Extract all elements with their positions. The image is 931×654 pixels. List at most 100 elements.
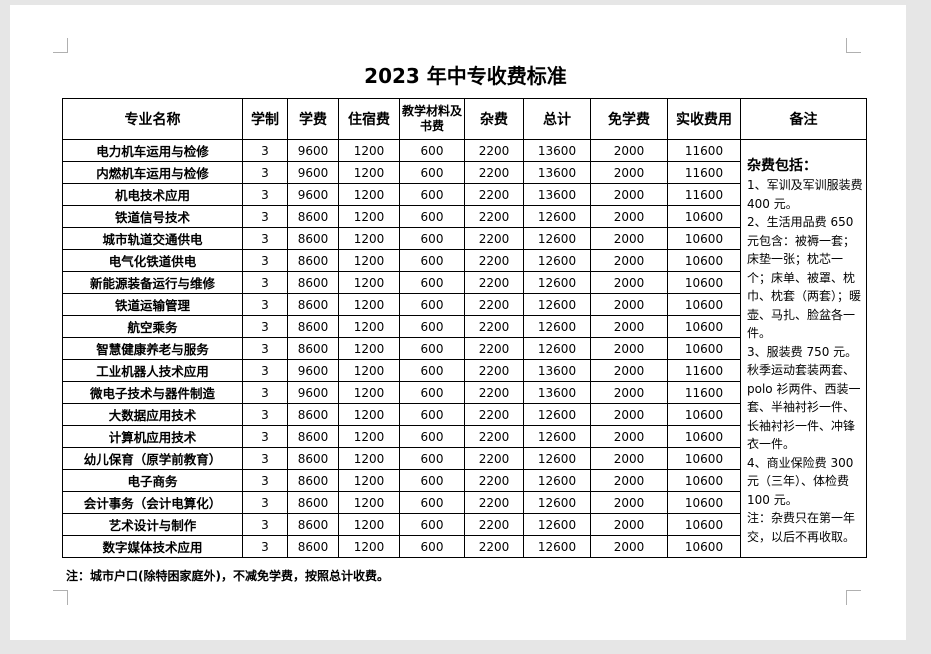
materials-cell: 600 (399, 425, 465, 448)
actual-fee-cell: 10600 (667, 227, 741, 250)
exemption-cell: 2000 (590, 403, 668, 426)
duration-cell: 3 (242, 425, 288, 448)
accommodation-cell: 1200 (338, 513, 400, 536)
major-name-cell: 机电技术应用 (62, 183, 243, 206)
document-title: 2023 年中专收费标准 (364, 64, 567, 88)
misc-fee-cell: 2200 (464, 227, 524, 250)
table-row: 工业机器人技术应用 3 9600 1200 600 2200 13600 2000 11600 (62, 359, 867, 382)
table-row: 微电子技术与器件制造 3 9600 1200 600 2200 13600 2000 11600 (62, 381, 867, 404)
actual-fee-cell: 10600 (667, 403, 741, 426)
total-cell: 12600 (523, 271, 591, 294)
actual-fee-cell: 11600 (667, 381, 741, 404)
total-cell: 12600 (523, 491, 591, 514)
header-tuition: 学费 (287, 98, 339, 140)
duration-cell: 3 (242, 469, 288, 492)
misc-fee-cell: 2200 (464, 425, 524, 448)
tuition-cell: 8600 (287, 535, 339, 558)
actual-fee-cell: 10600 (667, 271, 741, 294)
tuition-cell: 8600 (287, 227, 339, 250)
misc-fee-cell: 2200 (464, 315, 524, 338)
total-cell: 12600 (523, 337, 591, 360)
tuition-cell: 9600 (287, 381, 339, 404)
accommodation-cell: 1200 (338, 403, 400, 426)
accommodation-cell: 1200 (338, 381, 400, 404)
accommodation-cell: 1200 (338, 469, 400, 492)
accommodation-cell: 1200 (338, 425, 400, 448)
table-row: 数字媒体技术应用 3 8600 1200 600 2200 12600 2000 10600 (62, 535, 867, 558)
materials-cell: 600 (399, 139, 465, 162)
actual-fee-cell: 10600 (667, 205, 741, 228)
tuition-cell: 8600 (287, 403, 339, 426)
header-materials: 教学材料及书费 (399, 98, 465, 140)
materials-cell: 600 (399, 469, 465, 492)
major-name-cell: 工业机器人技术应用 (62, 359, 243, 382)
actual-fee-cell: 11600 (667, 139, 741, 162)
major-name-cell: 城市轨道交通供电 (62, 227, 243, 250)
table-row: 电力机车运用与检修 3 9600 1200 600 2200 13600 2000 11600 杂… (62, 139, 867, 558)
exemption-cell: 2000 (590, 293, 668, 316)
misc-fee-cell: 2200 (464, 205, 524, 228)
actual-fee-cell: 11600 (667, 359, 741, 382)
major-name-cell: 会计事务（会计电算化） (62, 491, 243, 514)
remarks-item: 注：杂费只在第一年交，以后不再收取。 (747, 511, 856, 544)
actual-fee-cell: 10600 (667, 293, 741, 316)
misc-fee-cell: 2200 (464, 447, 524, 470)
duration-cell: 3 (242, 205, 288, 228)
accommodation-cell: 1200 (338, 249, 400, 272)
materials-cell: 600 (399, 315, 465, 338)
duration-cell: 3 (242, 161, 288, 184)
misc-fee-cell: 2200 (464, 139, 524, 162)
remarks-item: 2、生活用品费 650 元包含：被褥一套；床垫一张；枕芯一个；床单、被罩、枕巾、… (747, 215, 862, 340)
total-cell: 12600 (523, 227, 591, 250)
table-row: 铁道信号技术 3 8600 1200 600 2200 12600 2000 10600 (62, 205, 867, 228)
accommodation-cell: 1200 (338, 359, 400, 382)
exemption-cell: 2000 (590, 359, 668, 382)
margin-corner-mark (846, 38, 861, 53)
actual-fee-cell: 10600 (667, 447, 741, 470)
table-row: 机电技术应用 3 9600 1200 600 2200 13600 2000 11600 (62, 183, 867, 206)
actual-fee-cell: 10600 (667, 315, 741, 338)
table-row: 大数据应用技术 3 8600 1200 600 2200 12600 2000 10600 (62, 403, 867, 426)
misc-fee-cell: 2200 (464, 381, 524, 404)
actual-fee-cell: 10600 (667, 425, 741, 448)
actual-fee-cell: 10600 (667, 469, 741, 492)
total-cell: 13600 (523, 359, 591, 382)
exemption-cell: 2000 (590, 337, 668, 360)
materials-cell: 600 (399, 381, 465, 404)
duration-cell: 3 (242, 491, 288, 514)
tuition-cell: 8600 (287, 337, 339, 360)
total-cell: 12600 (523, 425, 591, 448)
remarks-cell: 杂费包括： 1、军训及军训服装费 400 元。 2、生活用品费 650 元包含：被褥… (740, 139, 867, 558)
table-row: 电子商务 3 8600 1200 600 2200 12600 2000 10600 (62, 469, 867, 492)
total-cell: 12600 (523, 513, 591, 536)
margin-corner-mark (846, 590, 861, 605)
actual-fee-cell: 10600 (667, 513, 741, 536)
table-header-row: 专业名称 学制 学费 住宿费 教学材料及书费 杂费 总计 免学费 实收费用 备注 (62, 98, 867, 140)
tuition-cell: 9600 (287, 139, 339, 162)
exemption-cell: 2000 (590, 535, 668, 558)
materials-cell: 600 (399, 293, 465, 316)
total-cell: 12600 (523, 469, 591, 492)
remarks-item: 4、商业保险费 300 元（三年）、体检费 100 元。 (747, 455, 854, 507)
duration-cell: 3 (242, 359, 288, 382)
actual-fee-cell: 10600 (667, 491, 741, 514)
table-row: 城市轨道交通供电 3 8600 1200 600 2200 12600 2000 10600 (62, 227, 867, 250)
exemption-cell: 2000 (590, 161, 668, 184)
exemption-cell: 2000 (590, 271, 668, 294)
misc-fee-cell: 2200 (464, 249, 524, 272)
materials-cell: 600 (399, 403, 465, 426)
actual-fee-cell: 10600 (667, 249, 741, 272)
table-row: 计算机应用技术 3 8600 1200 600 2200 12600 2000 10600 (62, 425, 867, 448)
remarks-item: 1、军训及军训服装费 400 元。 (747, 178, 863, 211)
accommodation-cell: 1200 (338, 227, 400, 250)
misc-fee-cell: 2200 (464, 359, 524, 382)
materials-cell: 600 (399, 447, 465, 470)
misc-fee-cell: 2200 (464, 491, 524, 514)
misc-fee-cell: 2200 (464, 403, 524, 426)
misc-fee-cell: 2200 (464, 513, 524, 536)
duration-cell: 3 (242, 249, 288, 272)
accommodation-cell: 1200 (338, 447, 400, 470)
major-name-cell: 航空乘务 (62, 315, 243, 338)
tuition-cell: 8600 (287, 491, 339, 514)
materials-cell: 600 (399, 513, 465, 536)
